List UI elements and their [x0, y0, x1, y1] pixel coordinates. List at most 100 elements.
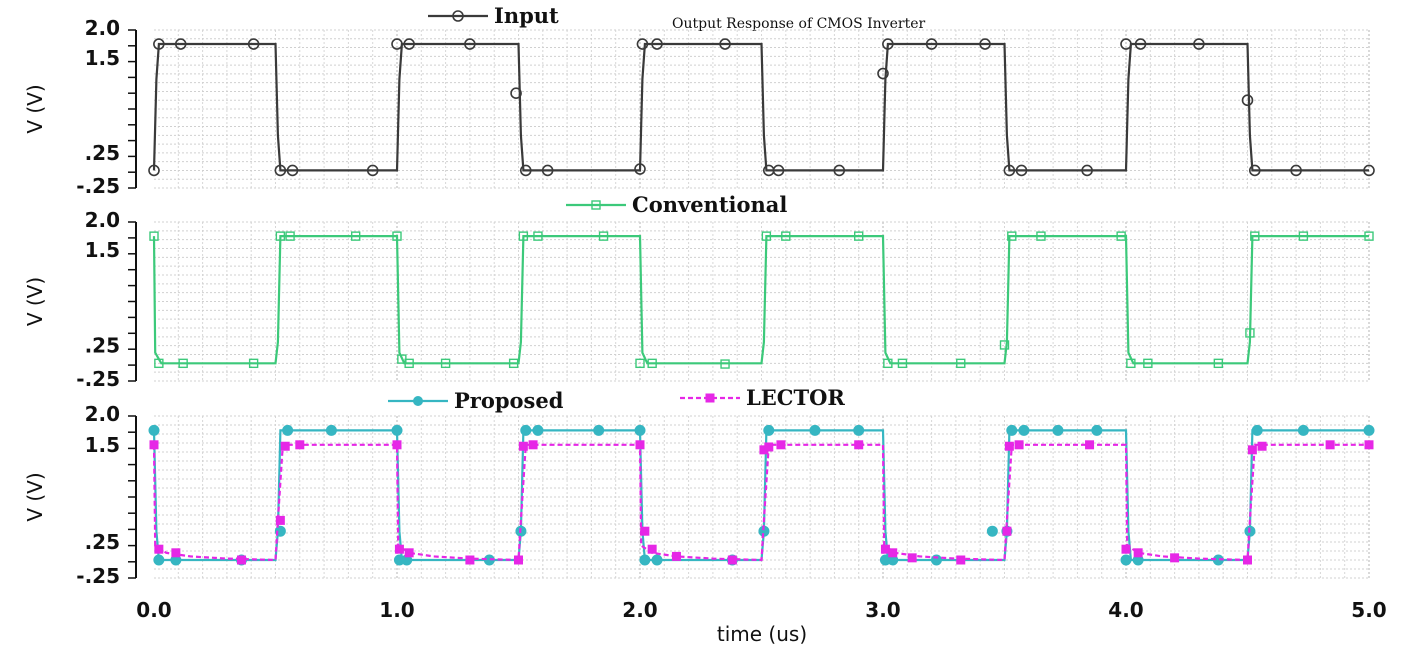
y-tick-label: 2.0 — [85, 402, 120, 426]
data-point — [1170, 553, 1180, 563]
y-tick-label: 1.5 — [85, 46, 120, 70]
data-point — [153, 38, 165, 50]
legend-label: Proposed — [454, 388, 564, 413]
data-point — [1126, 358, 1136, 369]
legend-marker — [591, 200, 601, 210]
legend-marker — [705, 393, 715, 403]
data-point — [647, 544, 657, 554]
data-point — [1143, 358, 1153, 369]
chart-panels: 2.0 1.5 .25 -.25 V (V) Input 2.0 1.5 .25 -.25 V (V… — [23, 3, 1375, 588]
data-point — [883, 358, 893, 369]
legend-label: Conventional — [632, 192, 787, 217]
data-point — [174, 38, 187, 50]
data-point — [761, 231, 772, 241]
data-point — [532, 424, 544, 436]
data-point — [598, 231, 609, 241]
data-point — [1120, 554, 1132, 566]
data-point — [1247, 445, 1257, 455]
data-point — [1325, 440, 1335, 450]
y-tick-label: .25 — [85, 530, 120, 554]
legend-label: LECTOR — [746, 385, 845, 410]
series-lector — [149, 440, 1374, 565]
data-point — [1134, 38, 1147, 50]
x-tick-label: 1.0 — [379, 598, 414, 622]
data-point — [518, 441, 528, 451]
data-point — [636, 38, 649, 50]
data-point — [274, 164, 287, 177]
data-point — [1248, 164, 1261, 177]
x-tick-label: 4.0 — [1108, 598, 1143, 622]
data-point — [763, 424, 775, 436]
legend-proposed: Proposed — [388, 388, 564, 413]
data-point — [275, 231, 286, 241]
data-point — [275, 515, 285, 525]
data-point — [1006, 424, 1018, 436]
y-tick-label: 2.0 — [85, 208, 120, 232]
x-tick-label: 5.0 — [1351, 598, 1386, 622]
data-point — [809, 424, 821, 436]
data-point — [979, 38, 991, 50]
data-point — [772, 164, 785, 177]
data-point — [248, 358, 259, 369]
data-point — [1120, 38, 1132, 50]
panel-grid — [154, 415, 1370, 579]
x-tick-label: 3.0 — [865, 598, 900, 622]
data-point — [1193, 38, 1205, 50]
data-point — [295, 440, 305, 450]
legend-marker — [452, 10, 464, 22]
data-point — [1290, 164, 1302, 177]
data-point — [1121, 544, 1131, 554]
data-point — [148, 424, 160, 436]
data-point — [149, 231, 159, 241]
series-line — [152, 42, 1369, 172]
data-point — [999, 340, 1010, 350]
data-point — [149, 440, 159, 450]
data-point — [1003, 164, 1016, 177]
data-point — [178, 358, 188, 369]
y-tick-label: 2.0 — [85, 16, 120, 40]
y-tick-label: .25 — [85, 334, 120, 358]
data-point — [519, 164, 532, 177]
data-point — [465, 555, 475, 565]
legend-lector: LECTOR — [680, 385, 845, 410]
data-point — [1251, 424, 1263, 436]
data-point — [508, 358, 519, 369]
data-point — [403, 38, 415, 50]
data-point — [907, 553, 917, 563]
data-point — [1091, 424, 1103, 436]
data-point — [635, 358, 645, 369]
data-point — [925, 38, 938, 50]
data-point — [1363, 424, 1375, 436]
data-point — [634, 424, 646, 436]
data-point — [651, 554, 663, 566]
data-point — [1363, 164, 1375, 177]
data-point — [1241, 94, 1254, 107]
data-point — [833, 164, 846, 177]
data-point — [528, 440, 538, 450]
x-tick-label: 0.0 — [136, 598, 171, 622]
data-point — [391, 38, 403, 50]
data-point — [282, 424, 294, 436]
data-point — [759, 445, 769, 455]
data-point — [148, 164, 160, 177]
series-conventional — [149, 231, 1374, 369]
data-point — [593, 424, 605, 436]
data-point — [877, 67, 889, 80]
data-point — [247, 38, 260, 50]
y-tick-label: -.25 — [76, 174, 120, 198]
series-line — [152, 443, 1369, 562]
series-line — [152, 235, 1369, 365]
y-axis-label: V (V) — [23, 84, 47, 133]
series-proposed — [148, 424, 1375, 566]
data-point — [781, 231, 791, 241]
data-point — [1133, 548, 1143, 558]
data-point — [727, 555, 737, 565]
data-point — [1052, 424, 1064, 436]
panel-1: 2.0 1.5 .25 -.25 V (V) Input — [23, 3, 1375, 198]
y-axis-label: V (V) — [23, 472, 47, 521]
data-point — [394, 544, 404, 554]
data-point — [882, 38, 894, 50]
data-point — [1257, 441, 1267, 451]
data-point — [854, 231, 864, 241]
